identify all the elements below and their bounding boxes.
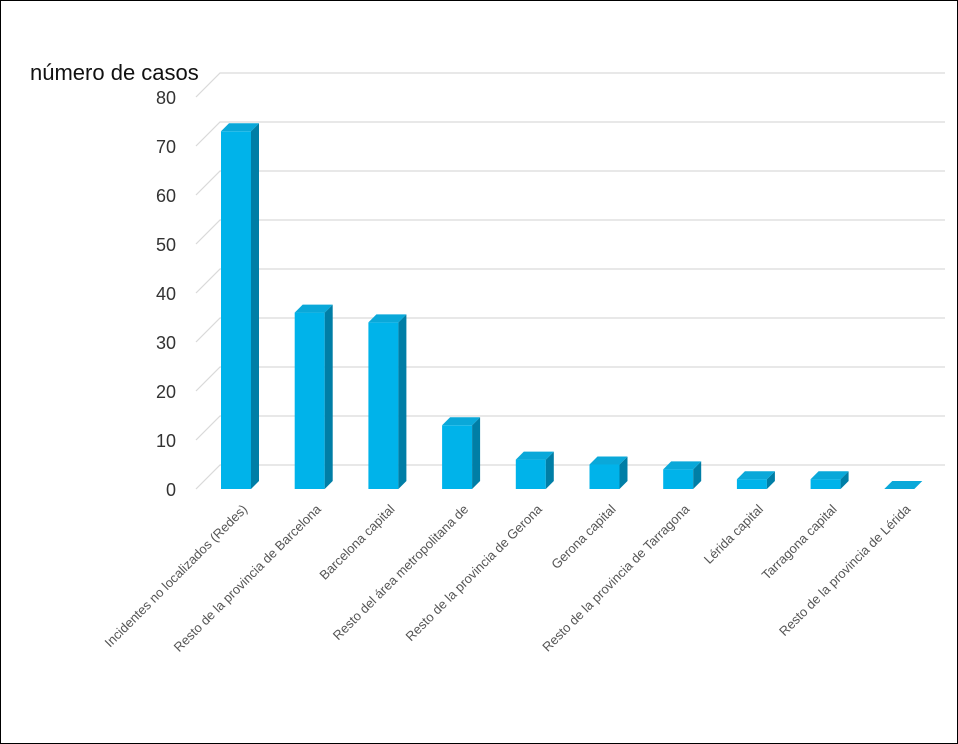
y-tick-label: 80 [156,88,176,108]
bar-top [368,314,407,323]
bar-top [221,123,259,132]
bar [221,123,259,490]
y-tick-label: 60 [156,186,176,206]
bar [368,314,407,489]
x-tick-label: Gerona capital [548,501,618,571]
bar-front [589,464,620,489]
x-tick-labels: Incidentes no localizados (Redes)Resto d… [102,501,914,655]
bar-side [545,451,554,489]
x-tick-label: Barcelona capital [316,501,397,582]
bar-side [472,417,481,489]
bar-top [884,481,923,489]
bar-top [589,456,628,465]
x-tick-label: Resto del área metropolitana de [330,502,471,643]
bar-side [251,123,259,490]
gridline [195,72,945,98]
y-axis-label: número de casos [30,60,199,85]
bar-side [766,471,775,489]
bar [663,461,702,489]
gridline [195,219,945,245]
x-tick-label: Tarragona capital [759,501,840,582]
y-tick-label: 20 [156,382,176,402]
bar [589,456,628,489]
bar-front [221,131,251,490]
bar [515,451,554,489]
bar-front [663,469,694,489]
bar [810,471,849,489]
y-tick-label: 10 [156,431,176,451]
bar [884,481,923,489]
bar-side [693,461,702,489]
bar [294,304,333,489]
gridline [195,464,945,490]
bar-top [515,451,554,460]
bar-front [442,425,473,489]
bar-side [840,471,849,489]
gridline [195,415,945,441]
bar-top [442,417,481,426]
x-tick-label: Lérida capital [701,501,766,566]
bar-front [810,479,841,489]
x-tick-label: Incidentes no localizados (Redes) [102,502,251,651]
bar-side [324,304,333,489]
y-tick-label: 50 [156,235,176,255]
bar-top [663,461,702,470]
y-tick-label: 40 [156,284,176,304]
x-tick-label: Resto de la provincia de Lérida [776,501,914,639]
bar-top [736,471,775,480]
y-tick-label: 70 [156,137,176,157]
gridlines [195,72,945,490]
bar-front [736,479,767,489]
bar [442,417,481,489]
x-tick-label: Resto de la provincia de Gerona [402,501,545,644]
bar [736,471,775,489]
gridline [195,317,945,343]
gridline [195,268,945,294]
y-tick-label: 0 [166,480,176,500]
bar-front [294,312,325,489]
gridline [195,121,945,147]
bar-front [368,322,399,489]
y-tick-labels: 0 10 20 30 40 50 60 70 80 [156,88,176,500]
bar-top [810,471,849,480]
bar-side [619,456,628,489]
y-tick-label: 30 [156,333,176,353]
x-tick-label: Resto de la provincia de Barcelona [171,501,325,655]
gridline [195,366,945,392]
bar-side [398,314,407,489]
bar-front [515,459,546,489]
bars [221,123,923,490]
gridline [195,170,945,196]
bar-top [294,304,333,313]
x-tick-label: Resto de la provincia de Tarragona [539,501,693,655]
